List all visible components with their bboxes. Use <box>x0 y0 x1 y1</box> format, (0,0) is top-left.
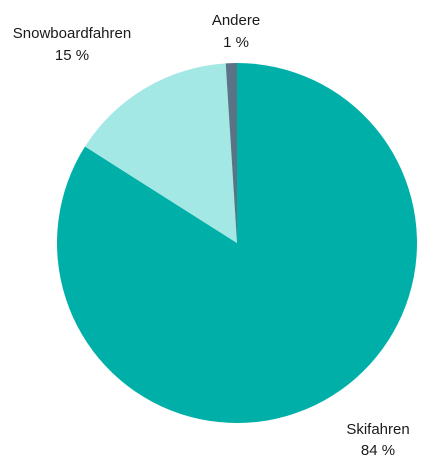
pie-slice-andere <box>225 63 237 243</box>
pie-slice-snowboardfahren <box>85 63 238 243</box>
slice-label-snowboardfahren: Snowboardfahren <box>13 25 131 42</box>
slice-label-skifahren: Skifahren <box>346 421 409 438</box>
pie-slices <box>56 63 417 423</box>
slice-value-skifahren: 84 % <box>361 442 395 459</box>
slice-value-snowboardfahren: 15 % <box>55 47 89 64</box>
slice-label-andere: Andere <box>212 12 260 29</box>
slice-value-andere: 1 % <box>223 34 249 51</box>
pie-slice-skifahren <box>56 63 417 423</box>
pie-labels: Skifahren 84 % Snowboardfahren 15 % Andere 1 … <box>13 12 410 459</box>
